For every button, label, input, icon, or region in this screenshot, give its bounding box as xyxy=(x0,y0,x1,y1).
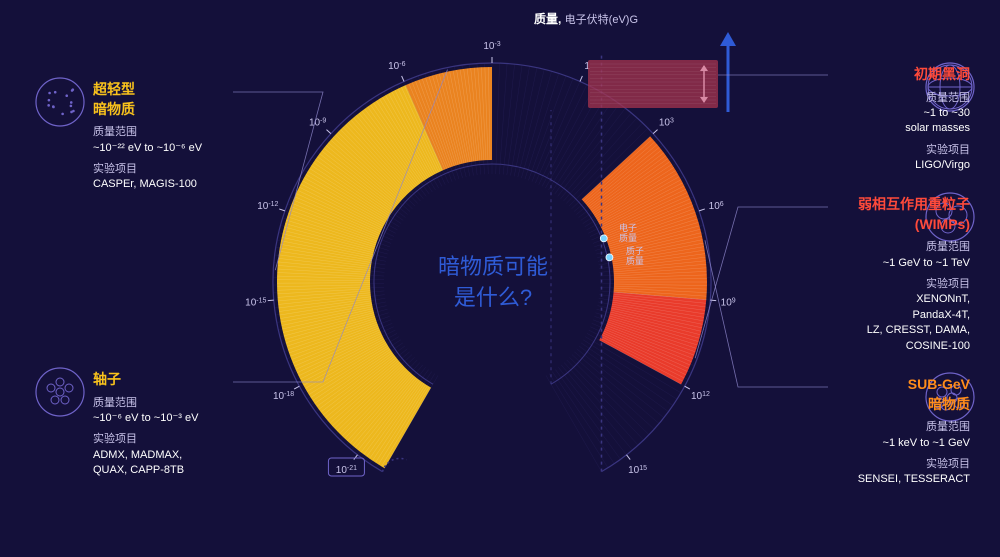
exp-value: SENSEI, TESSERACT xyxy=(830,472,970,487)
svg-text:1012: 1012 xyxy=(691,390,710,402)
panel-wimp: 弱相互作用重粒子(WIMPs) 质量范围~1 GeV to ~1 TeV 实验项目X… xyxy=(830,195,970,354)
svg-text:10-3: 10-3 xyxy=(483,41,500,53)
exp-label: 实验项目 xyxy=(93,432,233,447)
range-label: 质量范围 xyxy=(830,420,970,435)
center-question: 暗物质可能是什么? xyxy=(430,252,556,314)
svg-text:106: 106 xyxy=(709,201,724,213)
panel-title: 初期黑洞 xyxy=(830,65,970,85)
mass-header: 质量, 电子伏特(eV)G xyxy=(534,10,638,27)
panel-title: SUB-GeV暗物质 xyxy=(830,375,970,414)
panel-pbh: 初期黑洞质量范围~1 to ~30solar masses 实验项目LIGO/Vi… xyxy=(830,65,970,174)
svg-text:10-9: 10-9 xyxy=(309,117,326,129)
svg-text:1015: 1015 xyxy=(628,465,647,477)
exp-label: 实验项目 xyxy=(830,457,970,472)
exp-value: CASPEr, MAGIS-100 xyxy=(93,177,233,192)
panel-subgev: SUB-GeV暗物质质量范围~1 keV to ~1 GeV 实验项目SENSEI… xyxy=(830,375,970,488)
exp-label: 实验项目 xyxy=(830,143,970,158)
range-value: ~1 to ~30solar masses xyxy=(830,106,970,137)
svg-text:电子: 电子 xyxy=(619,222,637,233)
range-value: ~1 GeV to ~1 TeV xyxy=(830,256,970,271)
exp-value: ADMX, MADMAX,QUAX, CAPP-8TB xyxy=(93,448,233,479)
svg-text:质量: 质量 xyxy=(626,255,644,266)
svg-text:109: 109 xyxy=(721,297,736,309)
svg-text:10-15: 10-15 xyxy=(245,297,266,309)
svg-text:质量: 质量 xyxy=(619,232,637,243)
range-value: ~10⁻⁶ eV to ~10⁻³ eV xyxy=(93,411,233,426)
panel-title: 弱相互作用重粒子(WIMPs) xyxy=(830,195,970,234)
svg-text:10-18: 10-18 xyxy=(273,390,294,402)
range-label: 质量范围 xyxy=(830,91,970,106)
range-label: 质量范围 xyxy=(93,396,233,411)
panel-axion: 轴子质量范围~10⁻⁶ eV to ~10⁻³ eV 实验项目ADMX, MADM… xyxy=(93,370,233,479)
panel-title: 轴子 xyxy=(93,370,233,390)
range-label: 质量范围 xyxy=(830,240,970,255)
exp-value: LIGO/Virgo xyxy=(830,158,970,173)
svg-text:10-12: 10-12 xyxy=(257,201,278,213)
panel-title: 超轻型暗物质 xyxy=(93,80,233,119)
svg-text:103: 103 xyxy=(659,117,674,129)
svg-text:质子: 质子 xyxy=(626,245,644,256)
range-value: ~10⁻²² eV to ~10⁻⁶ eV xyxy=(93,141,233,156)
range-label: 质量范围 xyxy=(93,125,233,140)
exp-value: XENONnT,PandaX-4T,LZ, CRESST, DAMA,COSIN… xyxy=(830,292,970,354)
exp-label: 实验项目 xyxy=(93,162,233,177)
range-value: ~1 keV to ~1 GeV xyxy=(830,436,970,451)
svg-text:10-6: 10-6 xyxy=(388,60,405,72)
exp-label: 实验项目 xyxy=(830,277,970,292)
panel-ultralight: 超轻型暗物质质量范围~10⁻²² eV to ~10⁻⁶ eV 实验项目CASPE… xyxy=(93,80,233,193)
svg-text:10-21: 10-21 xyxy=(336,465,357,477)
